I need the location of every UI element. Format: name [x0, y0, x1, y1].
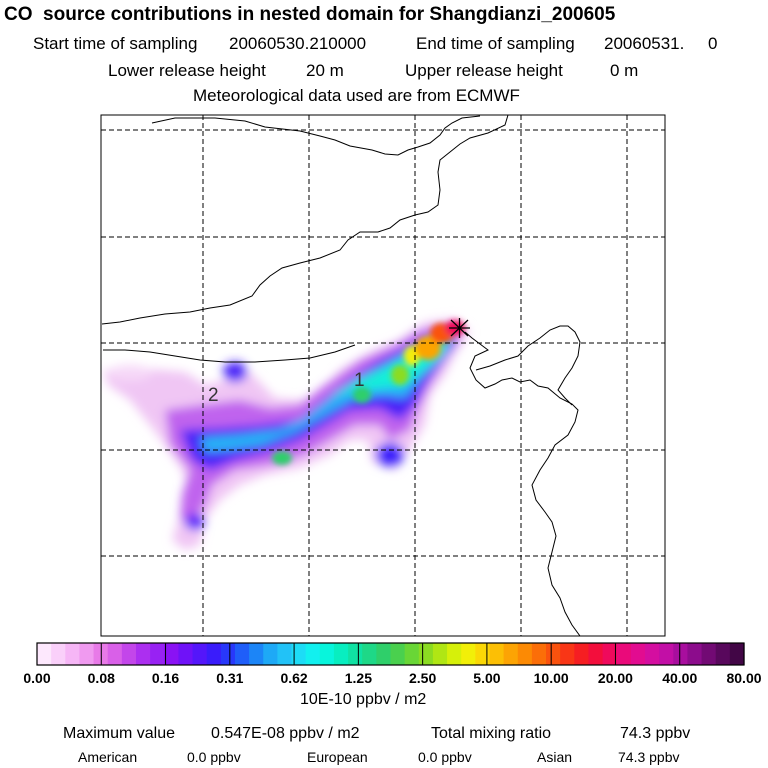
plume-outer: [103, 318, 470, 550]
upper-release-value: 0 m: [610, 61, 639, 80]
colorbar-tick-label: 0.62: [280, 670, 308, 686]
colorbar-swatch: [164, 643, 179, 665]
trajectory-label-1: 1: [354, 370, 365, 391]
colorbar-swatch: [263, 643, 278, 665]
colorbar-swatch: [432, 643, 448, 665]
colorbar-swatch: [135, 643, 151, 665]
colorbar-swatch: [305, 643, 321, 665]
colorbar-swatch: [319, 643, 335, 665]
colorbar-swatch: [390, 643, 406, 665]
colorbar-swatch: [333, 643, 349, 665]
lower-release-label: Lower release height: [108, 61, 266, 80]
colorbar-swatch: [546, 643, 561, 665]
colorbar-tick-label: 0.16: [151, 670, 180, 686]
colorbar-swatch: [79, 643, 95, 665]
colorbar-swatch: [673, 643, 689, 665]
end-time-label: End time of sampling: [416, 34, 575, 53]
colorbar-swatch: [220, 643, 236, 665]
colorbar-swatch: [701, 643, 717, 665]
lower-release-value: 20 m: [306, 61, 344, 80]
total-mixing-label: Total mixing ratio: [431, 725, 552, 742]
colorbar-swatch: [475, 643, 491, 665]
colorbar-swatch: [362, 643, 377, 665]
colorbar-tick-label: 5.00: [473, 670, 501, 686]
colorbar-swatch: [588, 643, 604, 665]
max-value: 0.547E-08 ppbv / m2: [211, 725, 360, 742]
colorbar-swatch: [234, 643, 250, 665]
colorbar-swatch: [630, 643, 646, 665]
asian-value: 74.3 ppbv: [618, 749, 680, 765]
colorbar-tick-label: 2.50: [409, 670, 437, 686]
colorbar-swatch: [659, 643, 674, 665]
colorbar-swatch: [206, 643, 222, 665]
european-label: European: [307, 749, 368, 765]
american-value: 0.0 ppbv: [187, 749, 241, 765]
colorbar-swatch: [517, 643, 533, 665]
colorbar: [37, 643, 745, 665]
plot-title: CO source contributions in nested domain…: [4, 4, 616, 25]
colorbar-swatch: [560, 643, 575, 665]
colorbar-tick-label: 80.00: [726, 670, 762, 686]
colorbar-swatch: [249, 643, 264, 665]
colorbar-swatch: [376, 643, 392, 665]
colorbar-swatch: [107, 643, 123, 665]
map-frame: [100, 114, 666, 637]
colorbar-swatch: [291, 643, 307, 665]
colorbar-swatch: [729, 643, 745, 665]
plume-field: [101, 115, 665, 636]
colorbar-swatch: [178, 643, 194, 665]
meteorology-note: Meteorological data used are from ECMWF: [193, 86, 520, 105]
colorbar-swatch: [645, 643, 660, 665]
colorbar-tick-label: 40.00: [662, 670, 698, 686]
colorbar-swatch: [531, 643, 547, 665]
colorbar-tick-label: 0.08: [87, 670, 115, 686]
colorbar-swatch: [616, 643, 632, 665]
colorbar-swatch: [192, 643, 208, 665]
colorbar-swatch: [687, 643, 703, 665]
colorbar-tick-label: 10.00: [533, 670, 569, 686]
start-time-label: Start time of sampling: [33, 34, 198, 53]
colorbar-tick-label: 0.31: [216, 670, 244, 686]
end-time-value: 20060531. 0: [604, 34, 718, 53]
asian-label: Asian: [537, 749, 573, 765]
max-value-label: Maximum value: [63, 725, 176, 742]
graticule: [101, 115, 665, 636]
colorbar-swatch: [461, 643, 476, 665]
european-value: 0.0 ppbv: [418, 749, 472, 765]
colorbar-swatch: [447, 643, 462, 665]
star-cross-icon: [449, 318, 470, 338]
colorbar-tick-label: 20.00: [597, 670, 633, 686]
colorbar-swatch: [277, 643, 293, 665]
colorbar-tick-label: 1.25: [344, 670, 372, 686]
colorbar-swatch: [715, 643, 731, 665]
colorbar-swatch: [418, 643, 434, 665]
colorbar-swatch: [602, 643, 618, 665]
total-mixing-value: 74.3 ppbv: [620, 725, 691, 742]
american-label: American: [78, 749, 138, 765]
colorbar-swatch: [51, 643, 66, 665]
colorbar-swatch: [404, 643, 420, 665]
trajectory-label-2: 2: [208, 385, 219, 406]
colorbar-swatch: [37, 643, 52, 665]
start-time-value: 20060530.210000: [229, 34, 367, 53]
country-borders: [101, 115, 581, 636]
upper-release-label: Upper release height: [405, 61, 563, 80]
colorbar-swatch: [489, 643, 505, 665]
colorbar-swatch: [574, 643, 590, 665]
colorbar-swatch: [121, 643, 137, 665]
colorbar-tick-label: 0.00: [23, 670, 51, 686]
colorbar-frame: [36, 642, 745, 666]
colorbar-swatch: [503, 643, 519, 665]
colorbar-swatch: [150, 643, 165, 665]
colorbar-unit: 10E-10 ppbv / m2: [300, 691, 427, 708]
colorbar-swatch: [348, 643, 363, 665]
colorbar-swatch: [65, 643, 81, 665]
